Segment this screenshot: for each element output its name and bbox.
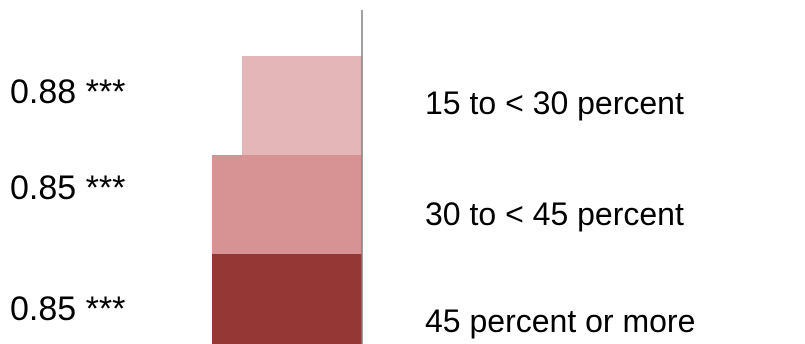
- value-label-3: 0.85 ***: [10, 290, 125, 328]
- category-labels-group: 15 to < 30 percent 30 to < 45 percent 45 p…: [425, 85, 695, 339]
- value-labels-group: 0.88 *** 0.85 *** 0.85 ***: [10, 73, 125, 328]
- bar-2: [212, 155, 362, 254]
- bars-group: [212, 56, 362, 344]
- category-label-1: 15 to < 30 percent: [425, 85, 684, 121]
- bar-1: [242, 56, 362, 155]
- category-label-3: 45 percent or more: [425, 303, 695, 339]
- value-label-2: 0.85 ***: [10, 169, 125, 207]
- value-label-1: 0.88 ***: [10, 73, 125, 111]
- bar-3: [212, 254, 362, 344]
- category-label-2: 30 to < 45 percent: [425, 196, 684, 232]
